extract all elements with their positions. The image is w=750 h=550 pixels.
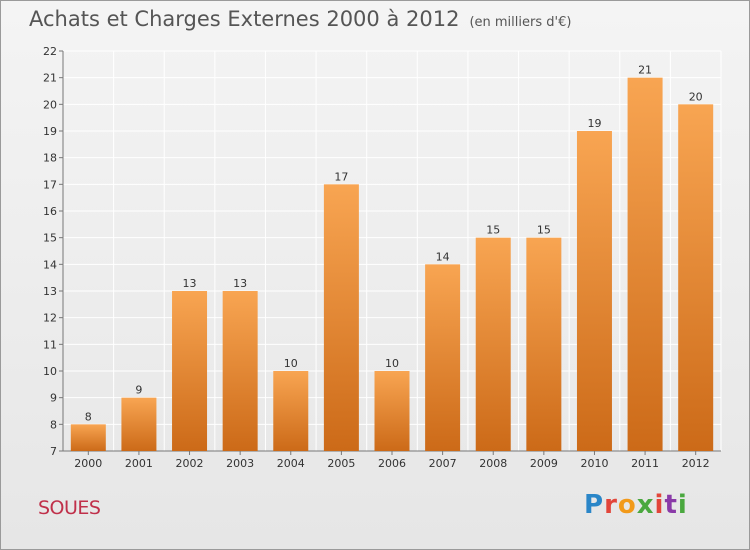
data-label-2011: 21 [638, 64, 652, 77]
chart-title-text: Achats et Charges Externes 2000 à 2012 [29, 7, 460, 31]
y-tick-label: 20 [43, 98, 57, 111]
y-tick-label: 21 [43, 72, 57, 85]
data-label-2007: 14 [436, 250, 450, 263]
bar-2006 [374, 371, 410, 451]
proxiti-logo[interactable]: Proxiti [584, 490, 688, 520]
y-tick-label: 16 [43, 205, 57, 218]
data-label-2002: 13 [183, 277, 197, 290]
chart-unit-label: (en milliers d'€) [469, 15, 572, 30]
bar-2009 [526, 237, 562, 451]
bar-2004 [273, 371, 309, 451]
bar-2007 [425, 264, 461, 451]
y-tick-label: 9 [50, 392, 57, 405]
bar-2003 [222, 291, 258, 451]
y-tick-label: 7 [50, 445, 57, 458]
y-tick-label: 11 [43, 338, 57, 351]
x-tick-label-2003: 2003 [226, 457, 254, 470]
y-tick-label: 14 [43, 258, 57, 271]
chart-title: Achats et Charges Externes 2000 à 2012 (e… [29, 7, 571, 31]
data-label-2009: 15 [537, 224, 551, 237]
x-tick-label-2001: 2001 [125, 457, 153, 470]
x-tick-label-2010: 2010 [580, 457, 608, 470]
y-tick-label: 13 [43, 285, 57, 298]
data-label-2004: 10 [284, 357, 298, 370]
y-tick-label: 22 [43, 45, 57, 58]
x-tick-label-2000: 2000 [74, 457, 102, 470]
bar-2000 [70, 424, 106, 451]
x-tick-label-2006: 2006 [378, 457, 406, 470]
data-label-2008: 15 [486, 224, 500, 237]
data-label-2001: 9 [135, 384, 142, 397]
bar-2005 [323, 184, 359, 452]
x-tick-label-2004: 2004 [277, 457, 305, 470]
x-tick-label-2005: 2005 [327, 457, 355, 470]
y-tick-label: 8 [50, 418, 57, 431]
data-label-2010: 19 [587, 117, 601, 130]
data-label-2006: 10 [385, 357, 399, 370]
bar-2001 [121, 397, 157, 451]
x-tick-label-2009: 2009 [530, 457, 558, 470]
bar-2011 [627, 77, 663, 452]
data-label-2003: 13 [233, 277, 247, 290]
bar-2010 [576, 131, 612, 451]
y-tick-label: 18 [43, 152, 57, 165]
bar-2012 [678, 104, 714, 451]
x-tick-label-2002: 2002 [176, 457, 204, 470]
x-tick-label-2008: 2008 [479, 457, 507, 470]
bar-2002 [172, 291, 208, 451]
bar-2008 [475, 237, 511, 451]
commune-name: SOUES [38, 497, 101, 519]
y-tick-label: 19 [43, 125, 57, 138]
data-labels: 8 9 13 13 10 17 10 14 15 15 19 21 20 [85, 64, 703, 424]
x-tick-label-2007: 2007 [429, 457, 457, 470]
data-label-2000: 8 [85, 410, 92, 423]
data-label-2005: 17 [334, 170, 348, 183]
bars [70, 77, 714, 452]
y-tick-label: 10 [43, 365, 57, 378]
y-tick-label: 15 [43, 232, 57, 245]
y-tick-label: 12 [43, 312, 57, 325]
y-tick-label: 17 [43, 178, 57, 191]
x-tick-label-2011: 2011 [631, 457, 659, 470]
x-tick-label-2012: 2012 [682, 457, 710, 470]
data-label-2012: 20 [689, 90, 703, 103]
